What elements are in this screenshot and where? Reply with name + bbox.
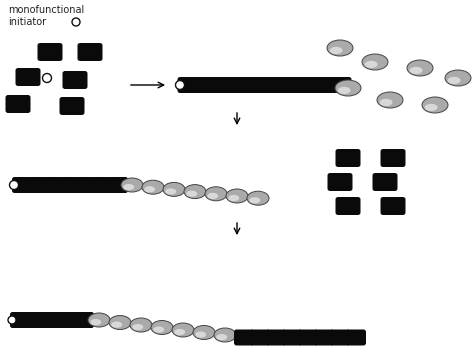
- FancyBboxPatch shape: [26, 312, 46, 328]
- FancyBboxPatch shape: [28, 177, 48, 193]
- Ellipse shape: [337, 87, 351, 94]
- FancyBboxPatch shape: [346, 329, 366, 346]
- Ellipse shape: [186, 191, 197, 197]
- Circle shape: [43, 73, 52, 83]
- FancyBboxPatch shape: [280, 77, 301, 93]
- Ellipse shape: [410, 67, 423, 74]
- FancyBboxPatch shape: [63, 71, 88, 89]
- FancyBboxPatch shape: [297, 77, 318, 93]
- FancyBboxPatch shape: [250, 329, 270, 346]
- Circle shape: [175, 80, 184, 90]
- FancyBboxPatch shape: [330, 329, 350, 346]
- FancyBboxPatch shape: [194, 77, 216, 93]
- Ellipse shape: [228, 195, 239, 201]
- Ellipse shape: [216, 334, 227, 340]
- Ellipse shape: [207, 193, 218, 199]
- Ellipse shape: [109, 316, 131, 329]
- Ellipse shape: [447, 77, 461, 84]
- Ellipse shape: [153, 327, 164, 333]
- FancyBboxPatch shape: [263, 77, 283, 93]
- Ellipse shape: [132, 324, 143, 330]
- FancyBboxPatch shape: [330, 77, 352, 93]
- Text: monofunctional
initiator: monofunctional initiator: [8, 5, 84, 26]
- Ellipse shape: [165, 189, 176, 195]
- FancyBboxPatch shape: [60, 97, 84, 115]
- Ellipse shape: [407, 60, 433, 76]
- Ellipse shape: [130, 318, 152, 332]
- Ellipse shape: [247, 191, 269, 205]
- FancyBboxPatch shape: [16, 68, 40, 86]
- Ellipse shape: [380, 99, 392, 106]
- FancyBboxPatch shape: [228, 77, 249, 93]
- FancyBboxPatch shape: [314, 329, 334, 346]
- FancyBboxPatch shape: [12, 177, 32, 193]
- Ellipse shape: [121, 178, 143, 192]
- FancyBboxPatch shape: [58, 312, 78, 328]
- FancyBboxPatch shape: [78, 43, 102, 61]
- Ellipse shape: [151, 321, 173, 335]
- Ellipse shape: [205, 187, 227, 201]
- FancyBboxPatch shape: [92, 177, 112, 193]
- FancyBboxPatch shape: [266, 329, 286, 346]
- Ellipse shape: [90, 319, 101, 325]
- FancyBboxPatch shape: [177, 77, 199, 93]
- FancyBboxPatch shape: [42, 312, 62, 328]
- FancyBboxPatch shape: [282, 329, 302, 346]
- FancyBboxPatch shape: [74, 312, 94, 328]
- Ellipse shape: [163, 183, 185, 196]
- Ellipse shape: [193, 325, 215, 340]
- Circle shape: [8, 316, 16, 324]
- FancyBboxPatch shape: [76, 177, 96, 193]
- FancyBboxPatch shape: [381, 197, 405, 215]
- Ellipse shape: [142, 180, 164, 194]
- FancyBboxPatch shape: [10, 312, 30, 328]
- Ellipse shape: [377, 92, 403, 108]
- Ellipse shape: [249, 197, 260, 203]
- Ellipse shape: [172, 323, 194, 337]
- Ellipse shape: [445, 70, 471, 86]
- FancyBboxPatch shape: [381, 149, 405, 167]
- FancyBboxPatch shape: [211, 77, 233, 93]
- Ellipse shape: [174, 329, 185, 335]
- Ellipse shape: [425, 104, 438, 111]
- FancyBboxPatch shape: [44, 177, 64, 193]
- FancyBboxPatch shape: [37, 43, 63, 61]
- Ellipse shape: [422, 97, 448, 113]
- Ellipse shape: [144, 186, 155, 192]
- FancyBboxPatch shape: [298, 329, 318, 346]
- FancyBboxPatch shape: [246, 77, 266, 93]
- Ellipse shape: [329, 47, 343, 54]
- Ellipse shape: [327, 40, 353, 56]
- FancyBboxPatch shape: [336, 149, 361, 167]
- Ellipse shape: [123, 184, 134, 190]
- FancyBboxPatch shape: [6, 95, 30, 113]
- FancyBboxPatch shape: [336, 197, 361, 215]
- Circle shape: [9, 180, 18, 190]
- Ellipse shape: [111, 322, 122, 328]
- Ellipse shape: [226, 189, 248, 203]
- Ellipse shape: [365, 61, 378, 68]
- Ellipse shape: [195, 331, 206, 338]
- FancyBboxPatch shape: [108, 177, 128, 193]
- FancyBboxPatch shape: [234, 329, 254, 346]
- FancyBboxPatch shape: [328, 173, 353, 191]
- Ellipse shape: [88, 313, 110, 327]
- Ellipse shape: [362, 54, 388, 70]
- Circle shape: [72, 18, 80, 26]
- Ellipse shape: [184, 185, 206, 199]
- FancyBboxPatch shape: [60, 177, 80, 193]
- Ellipse shape: [214, 328, 236, 342]
- FancyBboxPatch shape: [313, 77, 335, 93]
- FancyBboxPatch shape: [373, 173, 398, 191]
- Ellipse shape: [335, 80, 361, 96]
